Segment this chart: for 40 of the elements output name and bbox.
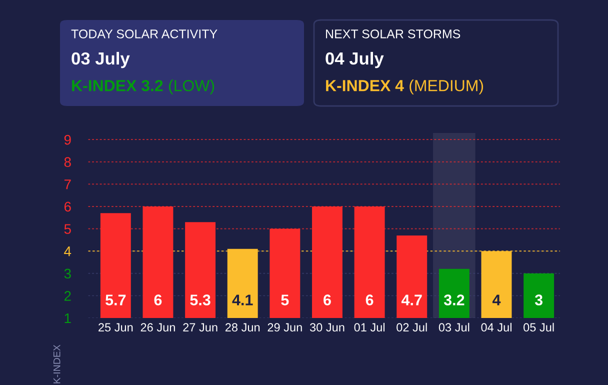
x-tick-label: 05 Jul <box>524 322 554 332</box>
data-label: 4.1 <box>232 294 253 306</box>
text: (LOW) <box>168 80 214 94</box>
data-label: 6 <box>366 294 374 306</box>
y-tick-label: 5 <box>64 224 71 234</box>
text: 04 July <box>326 52 384 68</box>
y-tick-label: 6 <box>64 202 71 212</box>
text: 03 July <box>72 52 130 68</box>
x-tick-label: 02 Jul <box>396 322 427 332</box>
y-tick-label: 7 <box>64 180 71 190</box>
text: K-INDEX 4 <box>326 80 404 92</box>
data-label: 3.2 <box>444 294 464 306</box>
x-tick-label: 04 Jul <box>481 322 512 332</box>
x-tick-label: 03 Jul <box>438 322 470 332</box>
x-tick-label: 30 Jun <box>310 323 344 332</box>
text: (MEDIUM) <box>410 80 484 94</box>
y-tick-label: 9 <box>64 134 71 145</box>
data-label: 4 <box>492 294 501 306</box>
data-label: 6 <box>324 294 331 306</box>
x-tick-label: 25 Jun <box>98 323 133 332</box>
x-tick-label: 27 Jun <box>183 323 218 332</box>
y-tick-label: 4 <box>64 246 72 256</box>
data-label: 5.7 <box>106 294 126 306</box>
text: TODAY SOLAR ACTIVITY <box>71 30 218 38</box>
text: K-INDEX 3.2 <box>72 80 163 92</box>
y-tick-label: 8 <box>64 157 71 167</box>
data-label: 6 <box>154 294 162 306</box>
x-tick-label: 01 Jul <box>354 322 385 332</box>
data-label: 5.3 <box>190 294 210 306</box>
text: NEXT SOLAR STORMS <box>326 30 460 38</box>
x-tick-label: 28 Jun <box>225 323 260 332</box>
y-tick-label: 3 <box>64 268 71 279</box>
x-tick-label: 26 Jun <box>140 323 175 332</box>
y-tick-label: 2 <box>64 291 71 301</box>
data-label: 3 <box>534 294 543 306</box>
y-axis-title: K-INDEX <box>54 344 60 384</box>
y-tick-label: 1 <box>64 313 71 324</box>
data-label: 5 <box>281 294 289 306</box>
data-label: 4.7 <box>401 294 422 306</box>
x-tick-label: 29 Jun <box>268 323 302 332</box>
